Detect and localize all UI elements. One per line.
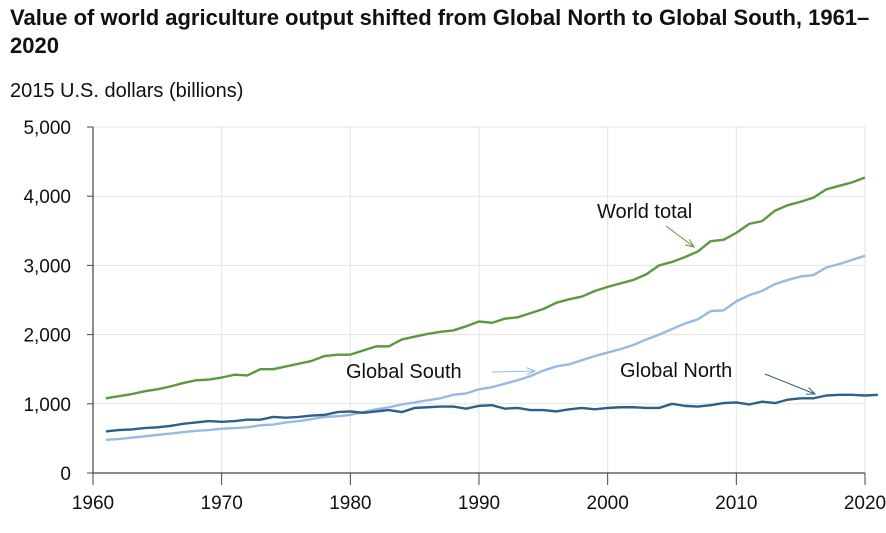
- x-tick-label: 2010: [715, 493, 757, 514]
- annotation-label: Global North: [620, 360, 732, 382]
- arrowhead-icon: [805, 387, 817, 395]
- x-tick-label: 1990: [458, 493, 500, 514]
- y-tick-label: 5,000: [23, 118, 71, 139]
- y-tick-label: 1,000: [23, 395, 71, 416]
- x-tick-label: 2000: [587, 493, 629, 514]
- x-tick-label: 1980: [329, 493, 371, 514]
- series-line-global-north: [105, 393, 878, 433]
- annotation-arrow: [764, 373, 816, 395]
- y-tick-label: 2,000: [23, 326, 71, 347]
- x-tick-label: 1960: [72, 493, 114, 514]
- x-tick-label: 1970: [201, 493, 243, 514]
- chart-title: Value of world agriculture output shifte…: [10, 5, 870, 58]
- y-tick-label: 0: [60, 464, 71, 485]
- annotation-label: Global South: [346, 361, 462, 383]
- series-line-global-south: [105, 254, 866, 441]
- annotation-arrow: [491, 370, 536, 373]
- y-tick-label: 4,000: [23, 187, 71, 208]
- arrowhead-icon: [685, 238, 696, 248]
- arrowhead-icon: [526, 367, 537, 376]
- annotation-arrow: [665, 225, 695, 248]
- y-axis-label: 2015 U.S. dollars (billions): [10, 80, 244, 102]
- annotation-label: World total: [597, 201, 692, 223]
- x-tick-label: 2020: [844, 493, 886, 514]
- y-tick-label: 3,000: [23, 256, 71, 277]
- series-line-world-total: [105, 176, 866, 400]
